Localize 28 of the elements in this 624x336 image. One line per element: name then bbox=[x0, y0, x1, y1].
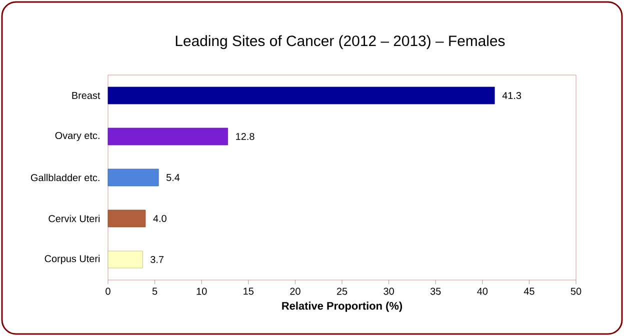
x-tick-label: 35 bbox=[430, 288, 441, 295]
data-label: 4.0 bbox=[153, 214, 166, 222]
x-tick-label: 50 bbox=[570, 288, 582, 295]
bar bbox=[108, 210, 146, 228]
y-tick-label: Cervix Uteri bbox=[48, 214, 100, 222]
bar bbox=[108, 250, 143, 268]
y-tick-label: Gallbladder etc. bbox=[30, 174, 100, 182]
y-tick-label: Ovary etc. bbox=[55, 132, 100, 142]
x-tick-label: 5 bbox=[152, 288, 158, 295]
y-tick-label: Corpus Uteri bbox=[44, 254, 100, 264]
x-axis-title: Relative Proportion (%) bbox=[282, 302, 402, 312]
x-tick-label: 20 bbox=[290, 288, 300, 295]
data-label: 3.7 bbox=[150, 256, 164, 264]
chart-title: Leading Sites of Cancer (2012 – 2013) – Females bbox=[176, 35, 505, 50]
x-tick-label: 0 bbox=[106, 288, 110, 295]
y-tick-label: Breast bbox=[72, 92, 100, 99]
x-tick-label: 40 bbox=[477, 288, 488, 295]
data-label: 5.4 bbox=[166, 174, 180, 181]
x-tick-label: 15 bbox=[244, 288, 254, 295]
data-label: 12.8 bbox=[236, 132, 254, 140]
x-tick-label: 10 bbox=[196, 288, 207, 295]
x-tick-label: 45 bbox=[524, 288, 534, 295]
bar bbox=[108, 128, 228, 146]
x-tick-label: 25 bbox=[336, 288, 348, 295]
bar bbox=[108, 86, 495, 104]
data-label: 41.3 bbox=[502, 92, 522, 100]
bar bbox=[108, 168, 159, 186]
x-tick-label: 30 bbox=[384, 288, 394, 295]
